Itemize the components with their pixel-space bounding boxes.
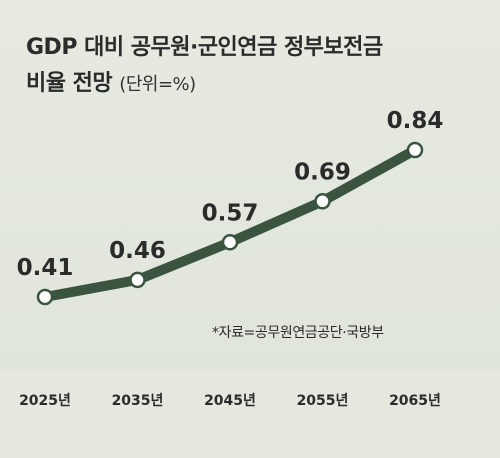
title-line-1: GDP 대비 공무원·군인연금 정부보전금 [26,35,383,60]
data-point [36,288,54,306]
x-tick-label: 2025년 [19,393,71,409]
data-point [129,271,146,289]
source-note: *자료=공무원연금공단·국방부 [212,325,384,341]
unit-label: (단위=%) [119,74,196,95]
x-tick-label: 2045년 [204,393,256,409]
data-label: 0.41 [17,255,74,281]
chart-title: GDP 대비 공무원·군인연금 정부보전금 비율 전망 (단위=%) [26,30,486,103]
data-label: 0.69 [294,159,351,185]
x-tick-label: 2035년 [112,393,164,409]
x-tick-label: 2055년 [297,393,349,409]
axis-band [0,370,500,458]
data-point [221,234,239,251]
title-line-2-main: 비율 전망 [26,71,113,96]
data-point [314,193,331,210]
x-tick-label: 2065년 [389,393,441,409]
data-point [406,141,424,159]
data-label: 0.46 [109,238,166,264]
title-line-2: 비율 전망 (단위=%) [26,66,486,103]
data-label: 0.84 [387,108,444,134]
data-label: 0.57 [202,200,259,226]
